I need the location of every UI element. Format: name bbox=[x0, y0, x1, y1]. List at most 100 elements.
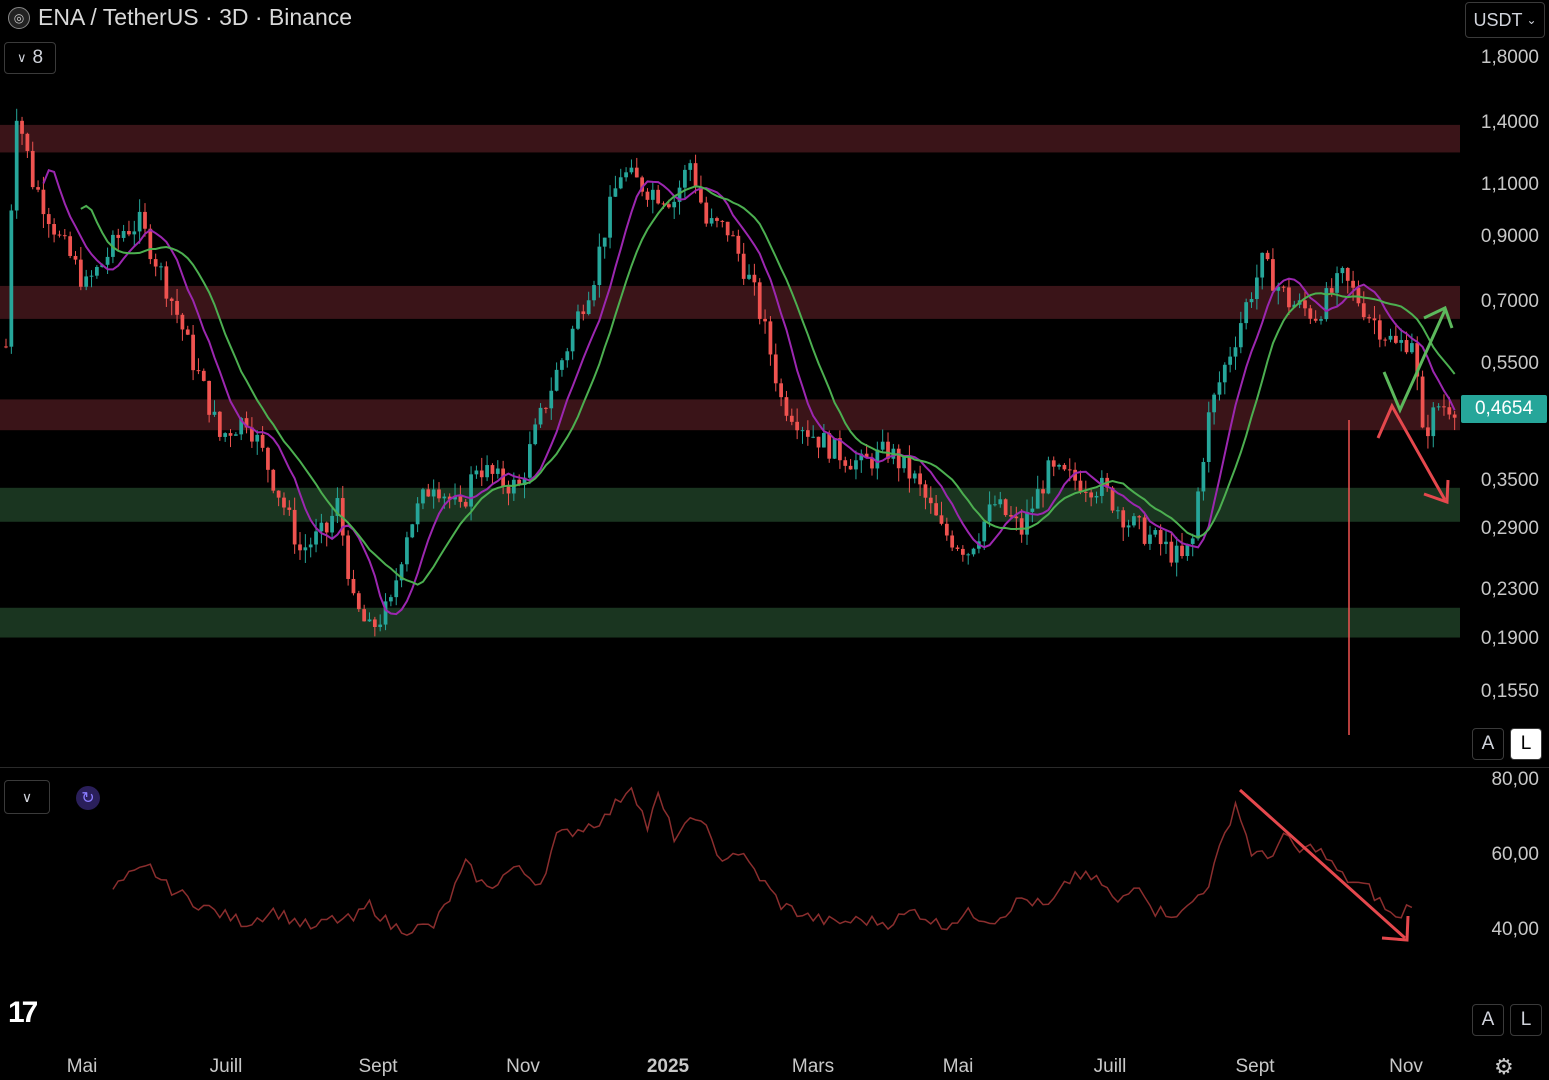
candle-body bbox=[1254, 277, 1259, 300]
candle-body bbox=[1436, 406, 1441, 408]
pane-separator[interactable] bbox=[0, 767, 1549, 768]
candle-body bbox=[854, 460, 858, 470]
candle-body bbox=[1046, 460, 1051, 494]
candle-body bbox=[1281, 286, 1286, 288]
rsi-pane-toggle-button[interactable]: ∨ bbox=[4, 780, 50, 814]
candle-body bbox=[89, 275, 94, 277]
candle-body bbox=[640, 177, 644, 192]
candle-body bbox=[143, 211, 147, 229]
candle-body bbox=[624, 172, 628, 178]
candle-body bbox=[613, 188, 618, 197]
rsi-line bbox=[112, 786, 1413, 936]
candle-body bbox=[14, 120, 19, 211]
indicators-toggle-button[interactable]: ∨ 8 bbox=[4, 42, 56, 74]
candle-body bbox=[1142, 517, 1147, 544]
time-axis-label: Juill bbox=[209, 1056, 243, 1077]
candle-body bbox=[314, 531, 318, 545]
candle-body bbox=[1351, 280, 1355, 288]
candle-body bbox=[1244, 302, 1249, 324]
candle-body bbox=[517, 479, 522, 486]
candle-body bbox=[196, 370, 201, 372]
candle-body bbox=[747, 274, 751, 279]
candle-body bbox=[164, 266, 169, 299]
candle-body bbox=[1126, 525, 1131, 528]
candle-body bbox=[20, 120, 24, 134]
candle-body bbox=[9, 210, 14, 347]
candle-body bbox=[36, 187, 40, 190]
candle-body bbox=[1030, 508, 1035, 512]
candle-body bbox=[1271, 259, 1275, 291]
candle-body bbox=[1415, 343, 1420, 377]
candle-body bbox=[399, 564, 404, 581]
candle-body bbox=[683, 169, 687, 188]
candle-body bbox=[1442, 406, 1446, 408]
candle-body bbox=[153, 259, 158, 267]
candle-body bbox=[212, 411, 217, 415]
candle-body bbox=[650, 189, 655, 200]
candle-body bbox=[447, 496, 452, 500]
candle-body bbox=[1238, 323, 1243, 348]
gear-icon[interactable]: ⚙ bbox=[1494, 1054, 1514, 1079]
candle-body bbox=[597, 246, 602, 286]
candle-body bbox=[896, 448, 901, 469]
time-axis-label: Sept bbox=[1235, 1056, 1275, 1077]
candle-body bbox=[1265, 252, 1270, 260]
price-axis-label: 0,2300 bbox=[1480, 579, 1539, 600]
candle-body bbox=[757, 282, 762, 319]
candle-body bbox=[1137, 516, 1142, 518]
log-scale-button[interactable]: L bbox=[1510, 728, 1542, 760]
candle-body bbox=[822, 433, 826, 448]
time-axis-label: Mai bbox=[66, 1056, 98, 1077]
candle-body bbox=[1313, 318, 1318, 321]
candle-body bbox=[159, 266, 163, 268]
candle-body bbox=[880, 441, 885, 450]
rsi-layer bbox=[112, 786, 1413, 936]
candle-body bbox=[688, 163, 693, 170]
candle-body bbox=[704, 202, 709, 224]
rsi-axis-label: 60,00 bbox=[1491, 844, 1539, 865]
candle-body bbox=[944, 523, 949, 536]
candle-body bbox=[912, 473, 917, 479]
candle-body bbox=[137, 211, 142, 232]
currency-selector[interactable]: USDT ⌄ bbox=[1465, 2, 1545, 38]
price-axis-label: 0,3500 bbox=[1480, 470, 1539, 491]
candle-body bbox=[1287, 287, 1291, 308]
candle-body bbox=[602, 237, 607, 247]
candle-body bbox=[811, 436, 816, 438]
candle-body bbox=[415, 503, 420, 525]
log-scale-button[interactable]: L bbox=[1510, 1004, 1542, 1036]
currency-label: USDT bbox=[1473, 9, 1523, 30]
candle-body bbox=[394, 580, 399, 598]
candle-body bbox=[741, 253, 746, 279]
bullish-arrow bbox=[1382, 309, 1447, 414]
symbol-title[interactable]: ◎ ENA / TetherUS · 3D · Binance bbox=[8, 4, 352, 31]
annotations-layer bbox=[1238, 305, 1454, 942]
candle-body bbox=[955, 547, 960, 549]
candle-body bbox=[356, 593, 361, 610]
time-axis-label: Mai bbox=[942, 1056, 974, 1077]
candle-body bbox=[1335, 273, 1339, 293]
candles-layer bbox=[4, 108, 1457, 637]
auto-scale-button[interactable]: A bbox=[1472, 1004, 1504, 1036]
candle-body bbox=[495, 468, 500, 474]
time-axis-label: 2025 bbox=[646, 1056, 690, 1077]
indicators-count: 8 bbox=[32, 47, 44, 68]
sync-icon[interactable]: ↻ bbox=[76, 786, 100, 810]
candle-body bbox=[255, 434, 260, 442]
candle-body bbox=[266, 447, 270, 470]
rsi-axis-label: 80,00 bbox=[1491, 769, 1539, 790]
tradingview-logo-icon: 17 bbox=[8, 996, 38, 1029]
price-axis-label: 1,4000 bbox=[1480, 112, 1539, 133]
auto-scale-button[interactable]: A bbox=[1472, 728, 1504, 760]
candle-body bbox=[768, 321, 773, 355]
candle-body bbox=[201, 370, 206, 381]
candle-body bbox=[121, 231, 126, 238]
candle-body bbox=[46, 214, 51, 225]
rsi-axis-label: 40,00 bbox=[1491, 919, 1539, 940]
last-price-tag: 0,4654 bbox=[1461, 395, 1547, 423]
candle-body bbox=[736, 235, 741, 254]
candle-body bbox=[378, 624, 383, 628]
candle-body bbox=[1190, 538, 1195, 544]
candle-body bbox=[474, 470, 479, 475]
